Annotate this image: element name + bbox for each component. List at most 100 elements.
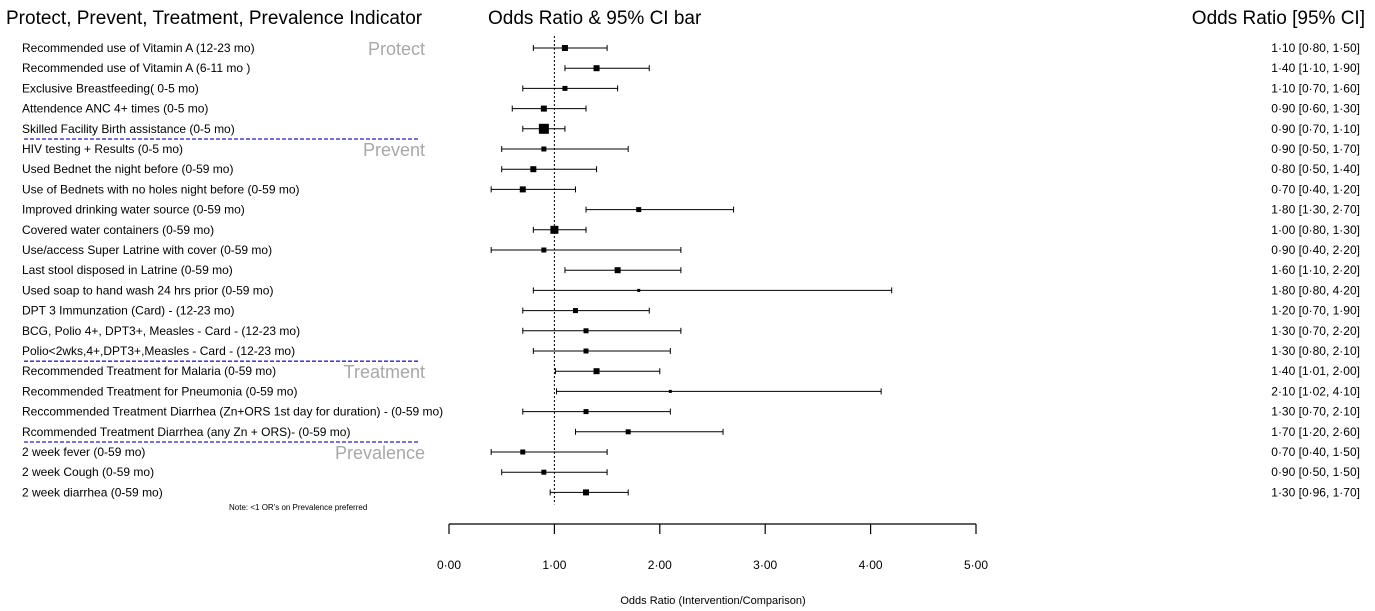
row-label: Polio<2wks,4+,DPT3+,Measles - Card - (12… — [22, 344, 295, 358]
row-label: Skilled Facility Birth assistance (0-5 m… — [22, 122, 235, 136]
forest-row: Rcommended Treatment Diarrhea (any Zn + … — [22, 425, 1360, 439]
forest-row: DPT 3 Immunzation (Card) - (12-23 mo) 1·2… — [22, 304, 1360, 318]
odds-ratio-point — [583, 328, 589, 334]
odds-ratio-point — [668, 389, 672, 393]
row-label: Recommended Treatment for Pneumonia (0-5… — [22, 384, 297, 398]
x-tick-label: 5·00 — [964, 558, 988, 572]
ci-value-text: 1·70 [1·20, 2·60] — [1271, 425, 1360, 439]
row-label: Used Bednet the night before (0-59 mo) — [22, 162, 233, 176]
forest-row: Polio<2wks,4+,DPT3+,Measles - Card - (12… — [22, 344, 1360, 358]
header-middle-title: Odds Ratio & 95% CI bar — [488, 8, 702, 29]
x-tick-label: 1·00 — [542, 558, 566, 572]
ci-value-text: 1·30 [0·80, 2·10] — [1271, 344, 1360, 358]
row-label: Used soap to hand wash 24 hrs prior (0-5… — [22, 283, 273, 297]
x-tick-label: 4·00 — [859, 558, 883, 572]
ci-value-text: 0·90 [0·40, 2·20] — [1271, 243, 1360, 257]
row-label: Last stool disposed in Latrine (0-59 mo) — [22, 263, 233, 277]
odds-ratio-point — [530, 166, 537, 173]
odds-ratio-point — [561, 45, 568, 51]
row-label: Use of Bednets with no holes night befor… — [22, 182, 300, 196]
odds-ratio-point — [583, 489, 590, 496]
odds-ratio-point — [637, 288, 641, 292]
odds-ratio-point — [593, 368, 600, 375]
section-layer: Protect Prevent Treatment Prevalence — [24, 39, 425, 463]
forest-row: Recommended Treatment for Pneumonia (0-5… — [22, 384, 1360, 398]
ci-value-text: 0·90 [0·50, 1·70] — [1271, 142, 1360, 156]
odds-ratio-point — [541, 247, 547, 253]
x-axis: 0·00 1·00 2·00 3·00 4·00 5·00 — [437, 523, 988, 572]
row-label: 2 week Cough (0-59 mo) — [22, 465, 154, 479]
forest-row: Last stool disposed in Latrine (0-59 mo)… — [22, 263, 1360, 277]
section-label-prevalence: Prevalence — [335, 443, 425, 463]
odds-ratio-point — [583, 409, 589, 415]
ci-value-text: 0·90 [0·60, 1·30] — [1271, 102, 1360, 116]
ci-value-text: 0·70 [0·40, 1·50] — [1271, 445, 1360, 459]
forest-row: HIV testing + Results (0-5 mo) 0·90 [0·50… — [22, 142, 1360, 156]
ci-value-text: 1·10 [0·80, 1·50] — [1271, 41, 1360, 55]
ci-value-text: 1·80 [1·30, 2·70] — [1271, 203, 1360, 217]
odds-ratio-point — [550, 225, 559, 234]
row-label: Rcommended Treatment Diarrhea (any Zn + … — [22, 425, 350, 439]
odds-ratio-point — [636, 207, 642, 213]
ci-value-text: 1·30 [0·70, 2·10] — [1271, 405, 1360, 419]
ci-value-text: 1·40 [1·01, 2·00] — [1271, 364, 1360, 378]
row-label: Covered water containers (0-59 mo) — [22, 223, 214, 237]
odds-ratio-point — [572, 308, 578, 314]
row-label: Attendence ANC 4+ times (0-5 mo) — [22, 102, 208, 116]
ci-value-text: 0·70 [0·40, 1·20] — [1271, 182, 1360, 196]
x-tick-label: 3·00 — [753, 558, 777, 572]
section-label-protect: Protect — [368, 39, 425, 59]
row-label: Recommended use of Vitamin A (6-11 mo ) — [22, 61, 250, 75]
header-right-title: Odds Ratio [95% CI] — [1192, 8, 1365, 29]
odds-ratio-point — [520, 449, 526, 455]
odds-ratio-point — [540, 105, 547, 112]
forest-row: Reccommended Treatment Diarrhea (Zn+ORS … — [22, 405, 1360, 419]
row-label: Improved drinking water source (0-59 mo) — [22, 203, 245, 217]
prevalence-note: Note: <1 OR's on Prevalence preferred — [229, 503, 367, 512]
forest-row: 2 week diarrhea (0-59 mo) 1·30 [0·96, 1·7… — [22, 485, 1360, 499]
odds-ratio-point — [583, 348, 589, 354]
section-label-prevent: Prevent — [363, 140, 425, 160]
forest-row: 2 week Cough (0-59 mo) 0·90 [0·50, 1·50] — [22, 465, 1360, 479]
header-left-title: Protect, Prevent, Treatment, Prevalence … — [6, 8, 423, 29]
section-label-treatment: Treatment — [344, 362, 425, 382]
ci-value-text: 1·60 [1·10, 2·20] — [1271, 263, 1360, 277]
row-label: 2 week fever (0-59 mo) — [22, 445, 145, 459]
row-label: Use/access Super Latrine with cover (0-5… — [22, 243, 272, 257]
row-label: Exclusive Breastfeeding( 0-5 mo) — [22, 81, 199, 95]
ci-value-text: 1·30 [0·70, 2·20] — [1271, 324, 1360, 338]
forest-row: Recommended use of Vitamin A (12-23 mo) 1… — [22, 41, 1360, 55]
forest-row: Used soap to hand wash 24 hrs prior (0-5… — [22, 283, 1360, 297]
forest-row: Attendence ANC 4+ times (0-5 mo) 0·90 [0·… — [22, 102, 1360, 116]
row-label: HIV testing + Results (0-5 mo) — [22, 142, 183, 156]
ci-value-text: 2·10 [1·02, 4·10] — [1271, 384, 1360, 398]
ci-value-text: 0·90 [0·70, 1·10] — [1271, 122, 1360, 136]
forest-row: 2 week fever (0-59 mo) 0·70 [0·40, 1·50] — [22, 445, 1360, 459]
odds-ratio-point — [562, 85, 568, 91]
ci-value-text: 0·90 [0·50, 1·50] — [1271, 465, 1360, 479]
x-tick-label: 2·00 — [648, 558, 672, 572]
forest-row: Exclusive Breastfeeding( 0-5 mo) 1·10 [0·… — [22, 81, 1360, 95]
row-label: Reccommended Treatment Diarrhea (Zn+ORS … — [22, 405, 443, 419]
ci-value-text: 0·80 [0·50, 1·40] — [1271, 162, 1360, 176]
odds-ratio-point — [593, 65, 600, 72]
row-label: BCG, Polio 4+, DPT3+, Measles - Card - (… — [22, 324, 300, 338]
odds-ratio-point — [541, 469, 547, 475]
ci-value-text: 1·10 [0·70, 1·60] — [1271, 81, 1360, 95]
odds-ratio-point — [625, 429, 631, 435]
row-label: DPT 3 Immunzation (Card) - (12-23 mo) — [22, 304, 235, 318]
forest-row: Use/access Super Latrine with cover (0-5… — [22, 243, 1360, 257]
x-tick-label: 0·00 — [437, 558, 461, 572]
rows-layer: Recommended use of Vitamin A (12-23 mo) 1… — [22, 41, 1360, 499]
odds-ratio-point — [538, 123, 549, 134]
forest-row: Recommended Treatment for Malaria (0-59 … — [22, 364, 1360, 378]
ci-value-text: 1·30 [0·96, 1·70] — [1271, 485, 1360, 499]
odds-ratio-point — [614, 267, 621, 274]
odds-ratio-point — [541, 146, 547, 152]
row-label: 2 week diarrhea (0-59 mo) — [22, 485, 163, 499]
row-label: Recommended Treatment for Malaria (0-59 … — [22, 364, 276, 378]
forest-row: Covered water containers (0-59 mo) 1·00 [… — [22, 223, 1360, 237]
forest-row: Recommended use of Vitamin A (6-11 mo ) 1… — [22, 61, 1360, 75]
forest-row: BCG, Polio 4+, DPT3+, Measles - Card - (… — [22, 324, 1360, 338]
